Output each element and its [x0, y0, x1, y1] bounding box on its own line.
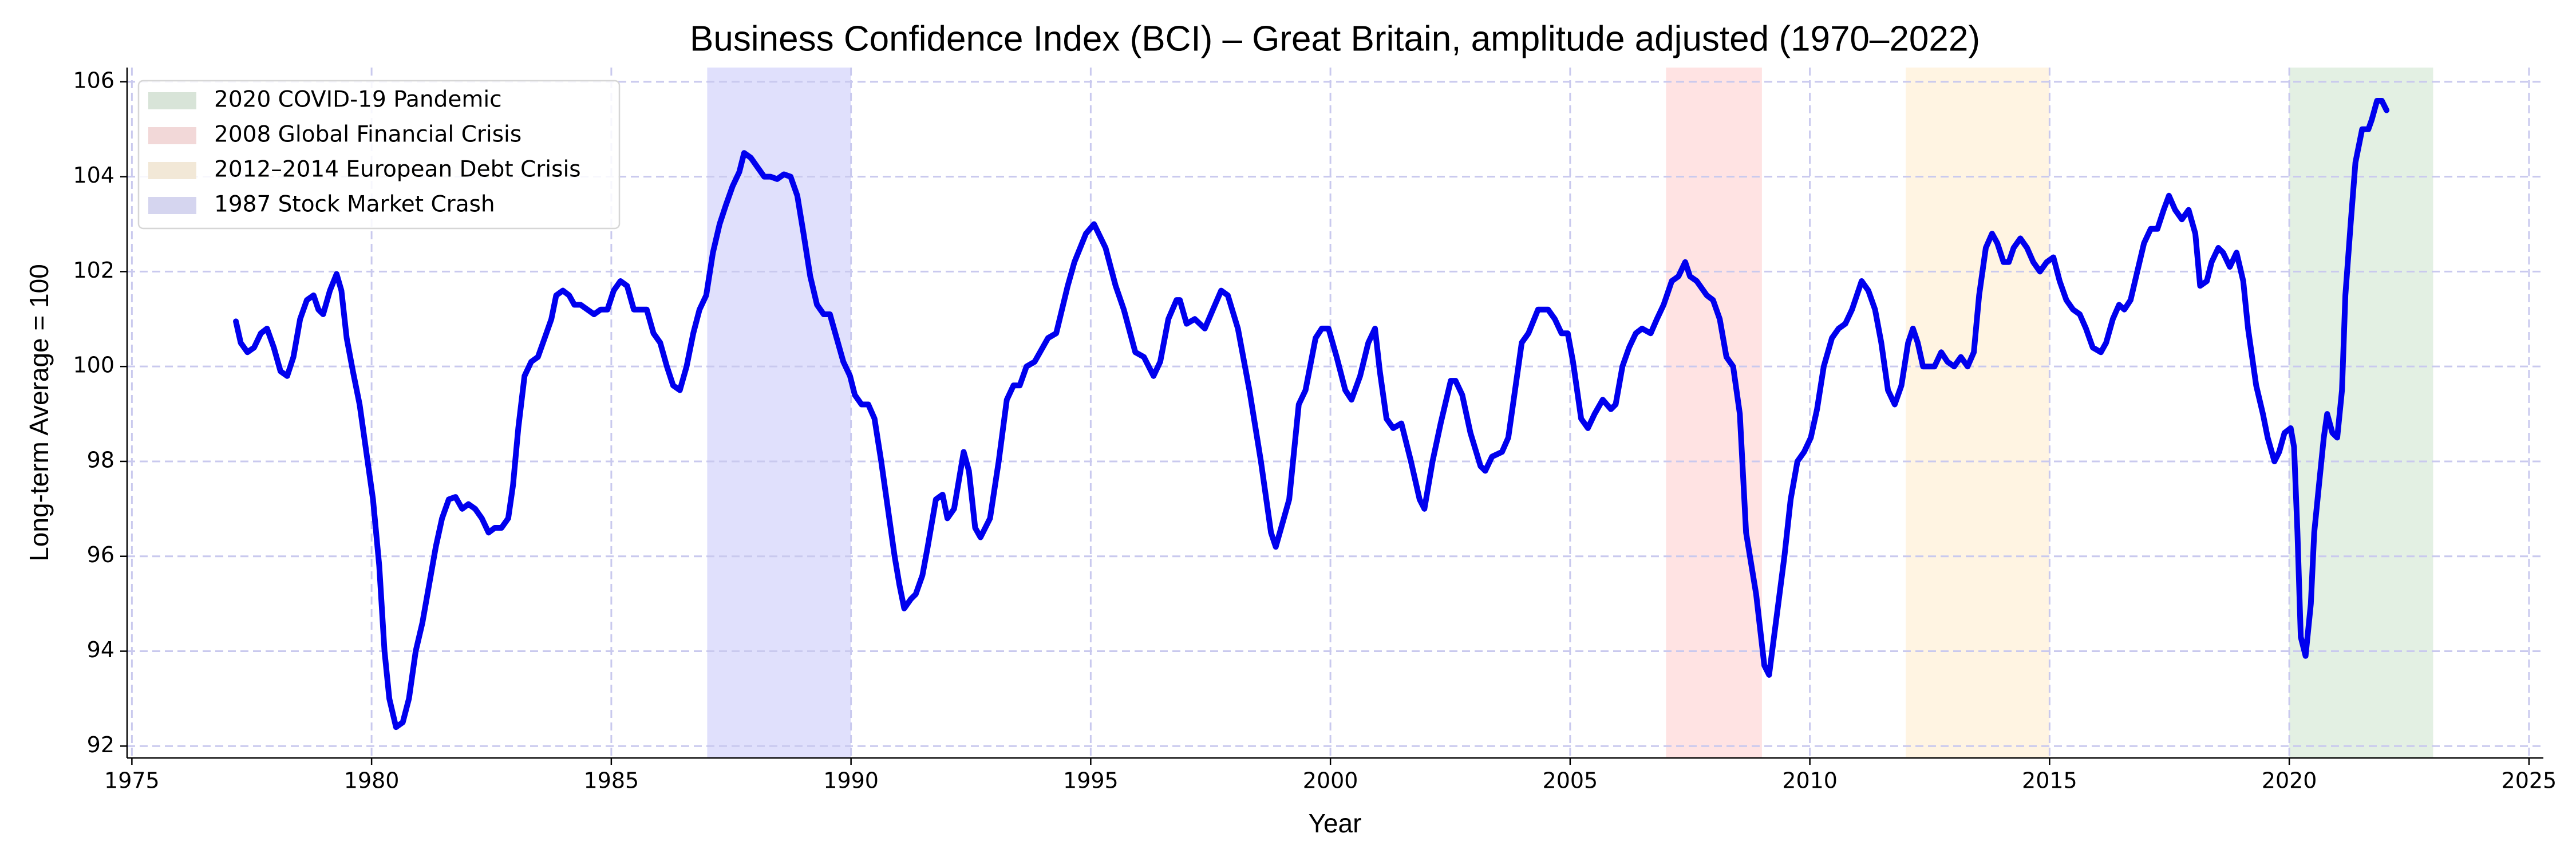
plot — [233, 98, 2390, 730]
x-tick-label: 2005 — [1543, 768, 1598, 793]
y-tick-label: 104 — [73, 163, 114, 188]
x-tick-label: 2010 — [1782, 768, 1838, 793]
legend-label: 2012–2014 European Debt Crisis — [214, 157, 581, 183]
y-axis-label: Long-term Average = 100 — [24, 264, 54, 562]
x-tick-label: 1975 — [104, 768, 160, 793]
y-tick-label: 96 — [87, 542, 114, 567]
spans — [707, 68, 2433, 758]
x-tick-label: 1980 — [344, 768, 400, 793]
y-tick-label: 106 — [73, 68, 114, 93]
shaded-period — [707, 68, 851, 758]
x-axis-label: Year — [1309, 808, 1362, 838]
y-tick-label: 94 — [87, 637, 114, 662]
legend-swatch — [148, 197, 196, 214]
x-tick-label: 2000 — [1303, 768, 1358, 793]
legend: 2020 COVID-19 Pandemic 2008 Global Financ… — [137, 80, 621, 230]
legend-label: 2008 Global Financial Crisis — [214, 122, 521, 148]
chart-title: Business Confidence Index (BCI) – Great … — [690, 19, 1980, 58]
x-tick-label: 2015 — [2022, 768, 2077, 793]
y-tick-label: 92 — [87, 732, 114, 757]
y-tick-label: 100 — [73, 353, 114, 378]
legend-swatch — [148, 127, 196, 144]
x-tick-label: 1990 — [823, 768, 879, 793]
x-tick-label: 1995 — [1063, 768, 1119, 793]
x-tick-label: 2025 — [2502, 768, 2557, 793]
legend-label: 1987 Stock Market Crash — [214, 192, 495, 218]
legend-swatch — [148, 162, 196, 179]
y-tick-label: 102 — [73, 258, 114, 283]
x-tick-label: 1985 — [584, 768, 639, 793]
axes: 1975 1980 1985 1990 1995 2000 2005 2010 2015 2020… — [73, 68, 2557, 793]
shaded-period — [1906, 68, 2050, 758]
y-tick-label: 98 — [87, 447, 114, 472]
legend-label: 2020 COVID-19 Pandemic — [214, 87, 502, 113]
legend-box — [137, 80, 621, 230]
shaded-period — [1666, 68, 1762, 758]
bci-line — [233, 98, 2390, 730]
x-tick-label: 2020 — [2262, 768, 2317, 793]
shaded-period — [2289, 68, 2433, 758]
legend-swatch — [148, 92, 196, 109]
